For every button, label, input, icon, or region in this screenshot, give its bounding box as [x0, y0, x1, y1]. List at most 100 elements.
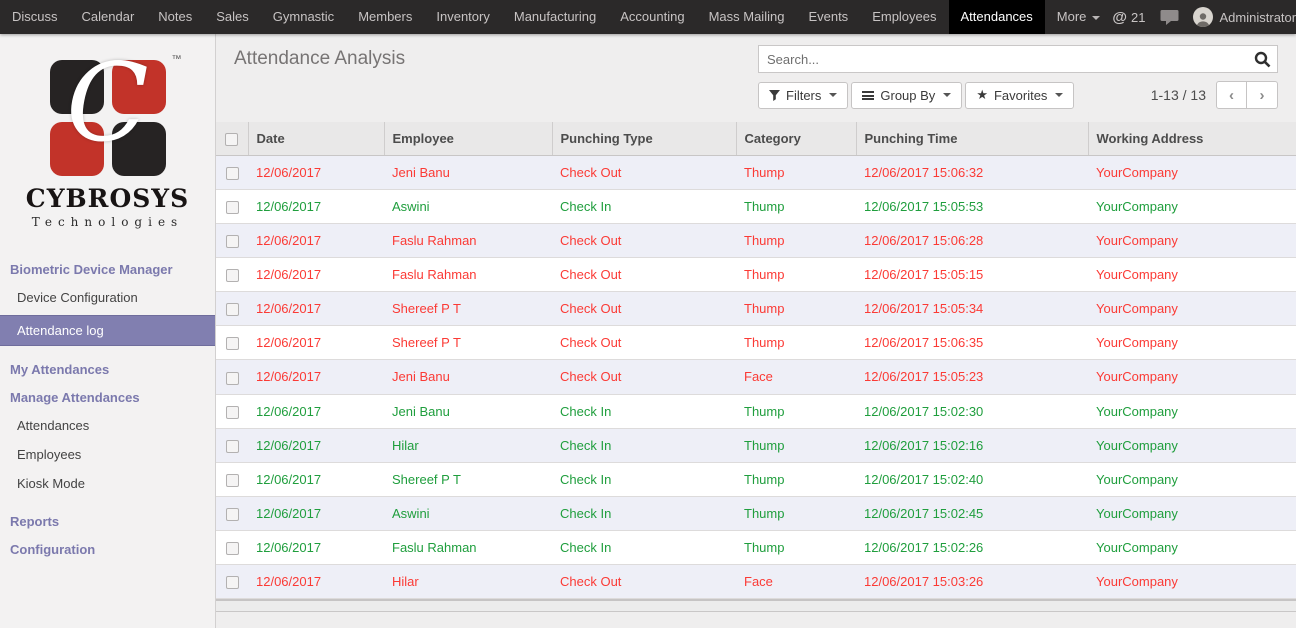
row-select-cell: [216, 359, 248, 395]
row-checkbox[interactable]: [225, 235, 239, 249]
top-menu-calendar[interactable]: Calendar: [81, 9, 135, 24]
top-menu-accounting[interactable]: Accounting: [620, 9, 685, 24]
row-checkbox[interactable]: [225, 405, 239, 419]
sidebar-item-employees[interactable]: Employees: [17, 447, 82, 462]
sidebar-section-reports[interactable]: Reports: [10, 514, 60, 529]
sidebar-section-configuration[interactable]: Configuration: [10, 542, 96, 557]
column-header-punching-type[interactable]: Punching Type: [552, 122, 737, 157]
messages-icon[interactable]: [1160, 9, 1179, 26]
cell-employee: Faslu Rahman: [384, 223, 552, 259]
table-row[interactable]: 12/06/2017 Shereef P T Check Out Thump 12/06…: [216, 291, 1296, 327]
cell-punching-time: 12/06/2017 15:02:16: [856, 428, 1088, 463]
top-menu-gymnastic[interactable]: Gymnastic: [272, 9, 335, 24]
cell-working-address: YourCompany: [1088, 257, 1296, 293]
column-header-category[interactable]: Category: [736, 122, 857, 157]
cell-working-address: YourCompany: [1088, 189, 1296, 225]
sidebar-item-device-configuration[interactable]: Device Configuration: [17, 290, 138, 305]
sidebar: C ™ CYBROSYS Technologies Biometric Devi…: [0, 34, 216, 628]
cell-category: Thump: [736, 428, 856, 463]
sidebar-section-biometric-device-manager[interactable]: Biometric Device Manager: [10, 262, 173, 277]
brand-subtitle: Technologies: [31, 215, 184, 229]
top-menu-more[interactable]: More: [1045, 0, 1113, 34]
top-menu-members[interactable]: Members: [358, 9, 413, 24]
column-header-date[interactable]: Date: [248, 122, 385, 157]
cell-punching-time: 12/06/2017 15:02:40: [856, 462, 1088, 497]
table-row[interactable]: 12/06/2017 Shereef P T Check In Thump 12/06/…: [216, 462, 1296, 497]
top-menu-discuss[interactable]: Discuss: [12, 9, 58, 24]
cell-date: 12/06/2017: [248, 428, 384, 463]
row-checkbox[interactable]: [225, 541, 239, 555]
row-checkbox[interactable]: [225, 269, 239, 283]
table-row[interactable]: 12/06/2017 Jeni Banu Check In Thump 12/06/20…: [216, 394, 1296, 429]
row-select-cell: [216, 223, 248, 259]
group-by-button[interactable]: Group By: [851, 81, 963, 109]
cell-working-address: YourCompany: [1088, 428, 1296, 463]
table-row[interactable]: 12/06/2017 Faslu Rahman Check In Thump 12/06…: [216, 530, 1296, 565]
table-row[interactable]: 12/06/2017 Hilar Check In Thump 12/06/2017 1…: [216, 428, 1296, 463]
top-menu-mass-mailing[interactable]: Mass Mailing: [708, 9, 785, 24]
search-input[interactable]: [758, 45, 1278, 73]
column-header-punching-time[interactable]: Punching Time: [856, 122, 1089, 157]
top-menu-events[interactable]: Events: [808, 9, 849, 24]
row-select-cell: [216, 155, 248, 191]
top-menu-sales[interactable]: Sales: [216, 9, 249, 24]
table-row[interactable]: 12/06/2017 Aswini Check In Thump 12/06/2017 …: [216, 189, 1296, 225]
row-select-cell: [216, 564, 248, 599]
sidebar-section-manage-attendances[interactable]: Manage Attendances: [10, 390, 140, 405]
row-checkbox[interactable]: [225, 167, 239, 181]
row-select-cell: [216, 189, 248, 225]
row-checkbox[interactable]: [225, 439, 239, 453]
favorites-button[interactable]: ★ Favorites: [965, 81, 1075, 109]
sidebar-item-kiosk-mode[interactable]: Kiosk Mode: [17, 476, 85, 491]
user-menu[interactable]: Administrator: [1192, 7, 1296, 27]
table-row[interactable]: 12/06/2017 Aswini Check In Thump 12/06/2017 …: [216, 496, 1296, 531]
column-header-employee[interactable]: Employee: [384, 122, 553, 157]
cell-category: Thump: [736, 394, 856, 429]
row-checkbox[interactable]: [225, 371, 239, 385]
column-header-working-address[interactable]: Working Address: [1088, 122, 1296, 157]
table-row[interactable]: 12/06/2017 Jeni Banu Check Out Thump 12/06/2…: [216, 155, 1296, 191]
table-row[interactable]: 12/06/2017 Hilar Check Out Face 12/06/2017 1…: [216, 564, 1296, 599]
sidebar-item-attendances[interactable]: Attendances: [17, 418, 90, 433]
table-row[interactable]: 12/06/2017 Shereef P T Check Out Thump 12/06…: [216, 325, 1296, 361]
cell-working-address: YourCompany: [1088, 291, 1296, 327]
cell-punching-type: Check Out: [552, 223, 736, 259]
sidebar-section-my-attendances[interactable]: My Attendances: [10, 362, 110, 377]
cell-employee: Faslu Rahman: [384, 530, 552, 565]
cell-employee: Faslu Rahman: [384, 257, 552, 293]
mention-counter[interactable]: @ 21: [1112, 9, 1145, 26]
table-row[interactable]: 12/06/2017 Jeni Banu Check Out Face 12/06/20…: [216, 359, 1296, 395]
table-row[interactable]: 12/06/2017 Faslu Rahman Check Out Thump 12/0…: [216, 257, 1296, 293]
select-all-header: [216, 122, 249, 157]
sidebar-item-attendance-log[interactable]: Attendance log: [0, 315, 215, 346]
cell-employee: Shereef P T: [384, 462, 552, 497]
pager-next-button[interactable]: ›: [1247, 81, 1278, 109]
select-all-checkbox[interactable]: [225, 133, 239, 147]
cell-punching-type: Check Out: [552, 155, 736, 191]
row-checkbox[interactable]: [225, 473, 239, 487]
pager-range: 1-13 / 13: [1150, 87, 1206, 103]
cell-punching-type: Check In: [552, 462, 736, 497]
top-menu-notes[interactable]: Notes: [158, 9, 193, 24]
chevron-down-icon: [1092, 15, 1101, 20]
table-footer-band: [216, 598, 1296, 612]
filters-button[interactable]: Filters: [758, 81, 849, 109]
row-checkbox[interactable]: [225, 575, 239, 589]
row-checkbox[interactable]: [225, 507, 239, 521]
table-row[interactable]: 12/06/2017 Faslu Rahman Check Out Thump 12/0…: [216, 223, 1296, 259]
row-checkbox[interactable]: [225, 201, 239, 215]
brand-name: CYBROSYS: [25, 184, 190, 213]
top-menu-manufacturing[interactable]: Manufacturing: [513, 9, 597, 24]
pager-previous-button[interactable]: ‹: [1216, 81, 1247, 109]
row-checkbox[interactable]: [225, 337, 239, 351]
cell-punching-type: Check In: [552, 428, 736, 463]
search-icon[interactable]: [1254, 51, 1271, 68]
sidebar-menu: Biometric Device Manager Device Configura…: [0, 255, 215, 563]
top-menu-inventory[interactable]: Inventory: [436, 9, 490, 24]
main-content: Attendance Analysis Filters Group By: [216, 34, 1296, 628]
cell-working-address: YourCompany: [1088, 564, 1296, 599]
row-checkbox[interactable]: [225, 303, 239, 317]
star-icon: ★: [976, 87, 988, 102]
top-menu-employees[interactable]: Employees: [872, 9, 937, 24]
top-menu-attendances[interactable]: Attendances: [948, 0, 1045, 34]
